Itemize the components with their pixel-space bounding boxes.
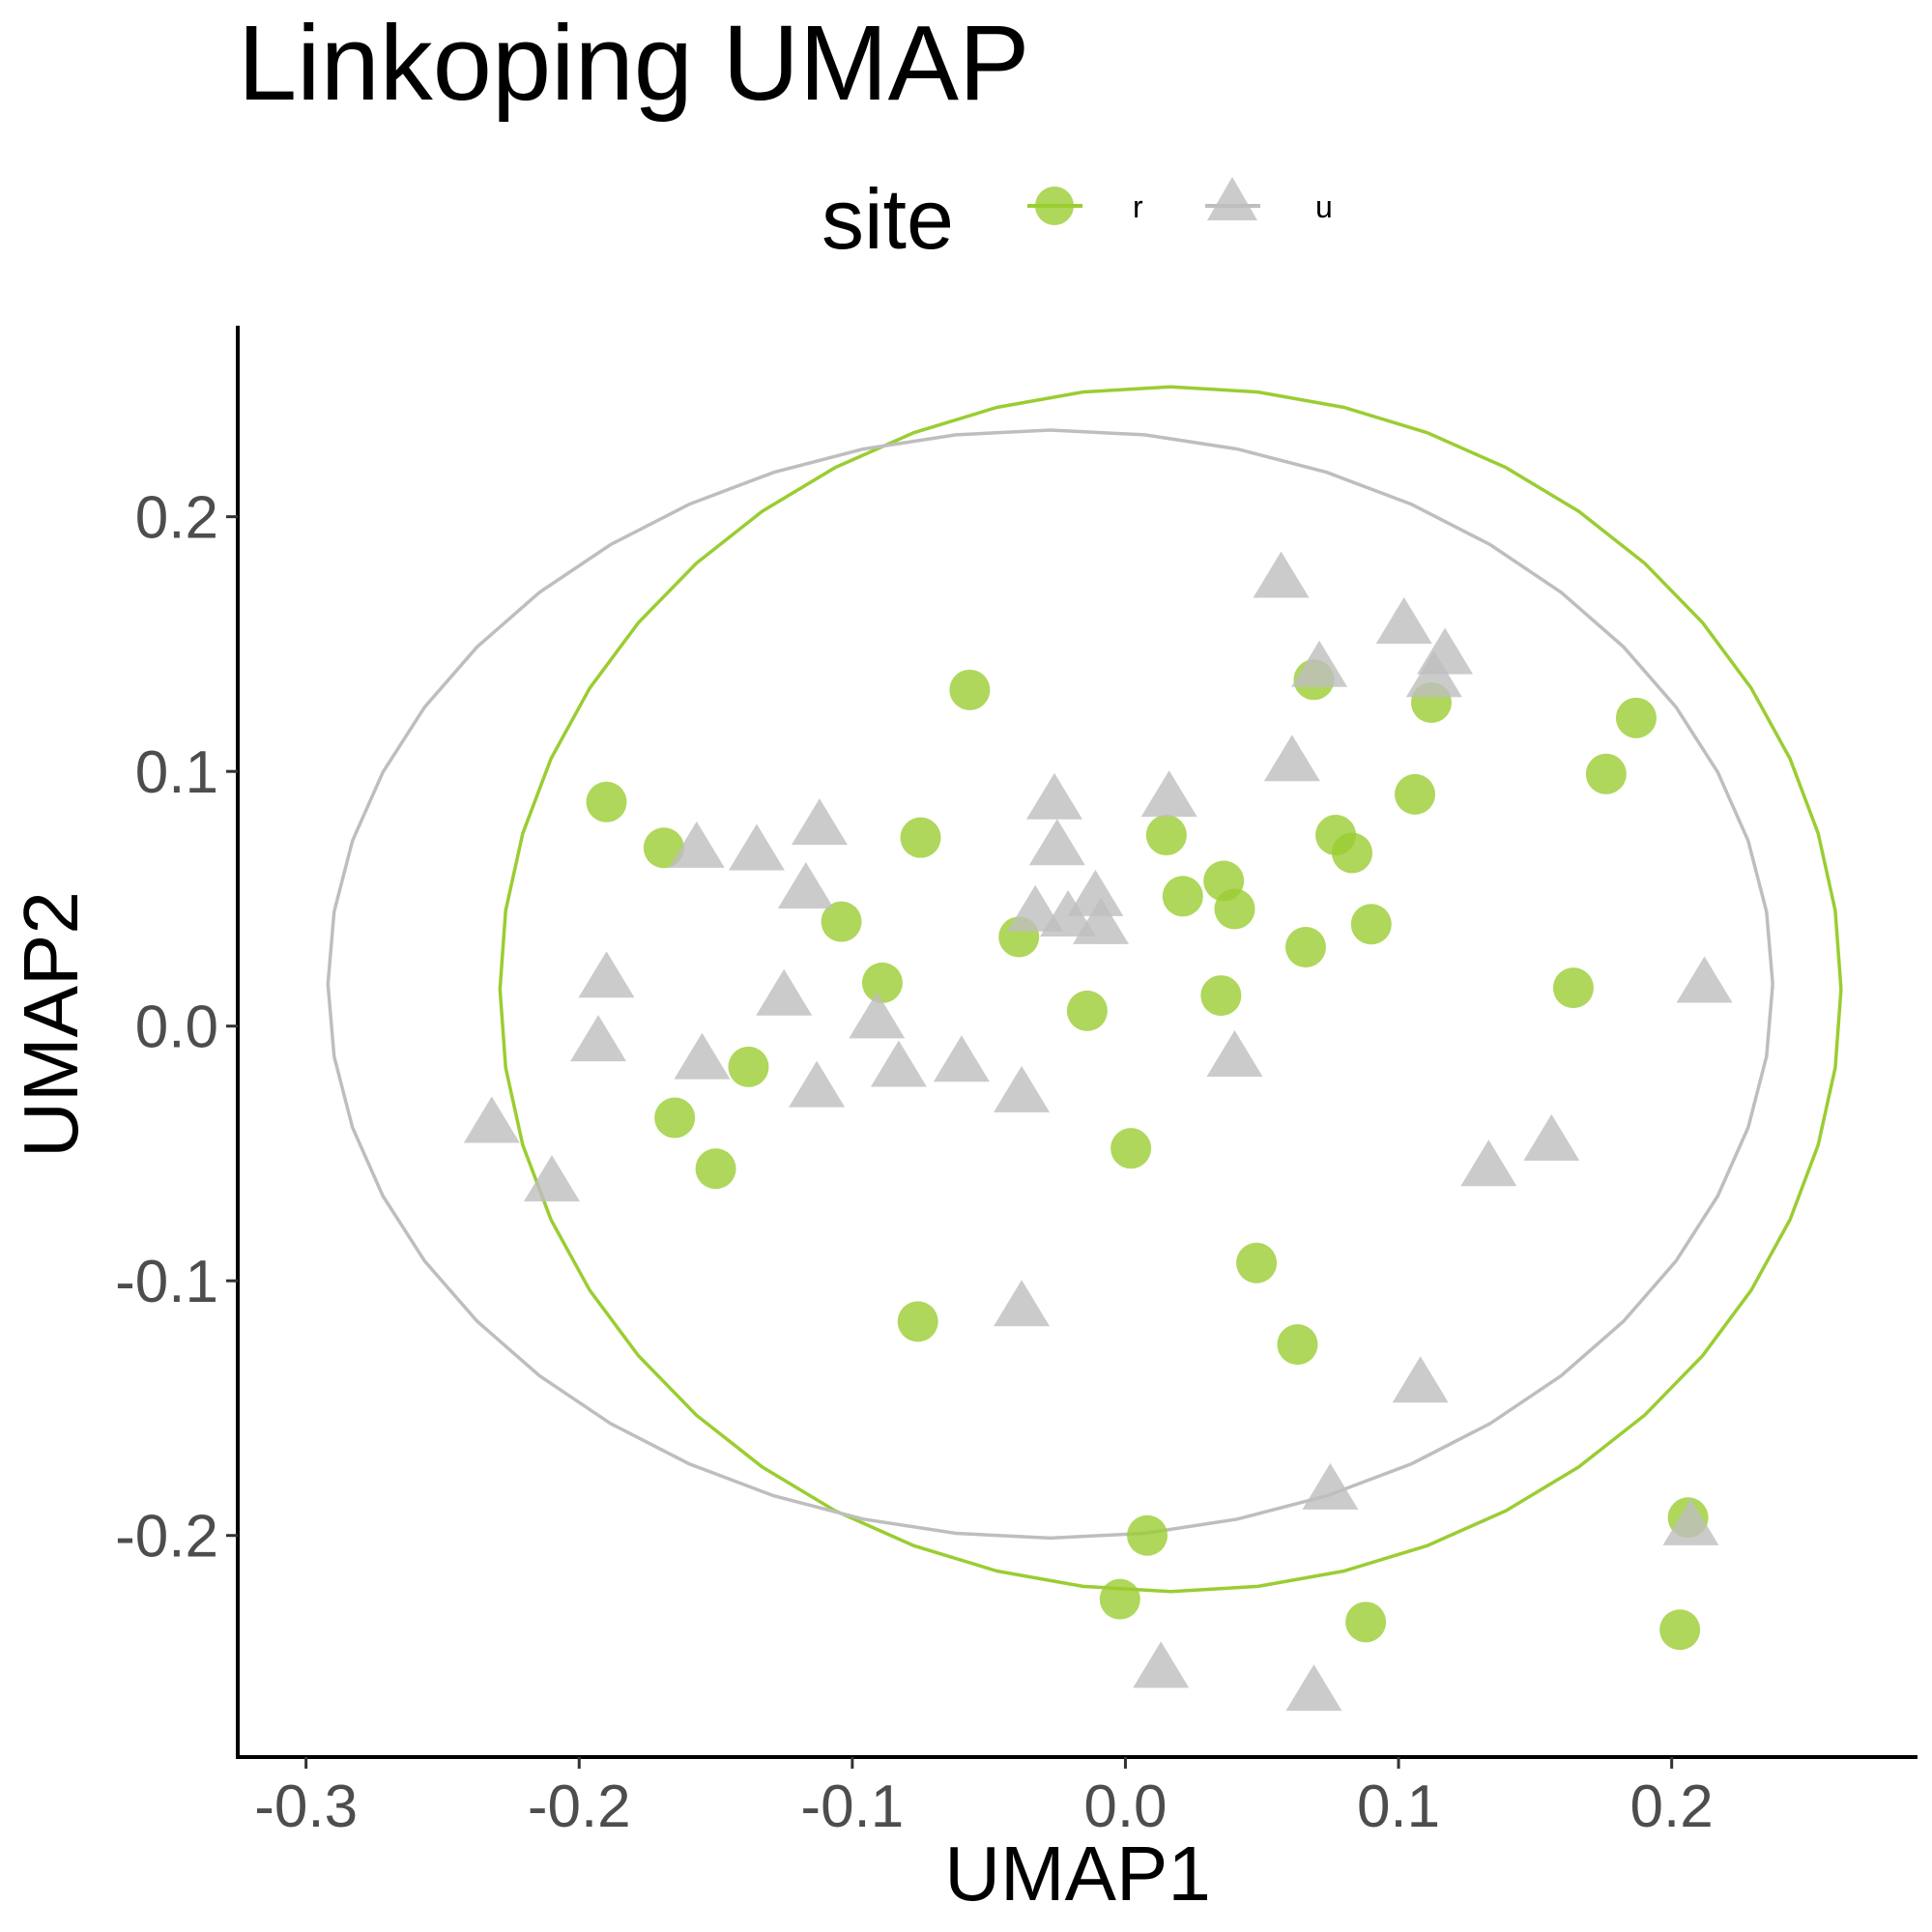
point-u [728,823,785,871]
point-r [900,817,941,858]
point-u [1073,897,1130,944]
point-u [849,992,906,1039]
x-tick-label: 0.1 [1357,1773,1440,1840]
point-r [1552,967,1594,1009]
axes [236,326,1918,1759]
ellipse-u [326,428,1774,1541]
point-u [570,1015,627,1062]
point-r [1615,697,1657,738]
point-r [586,781,627,822]
y-tick-label: 0.1 [135,739,218,806]
y-axis-ticks: -0.2 -0.1 0.0 0.1 0.2 [115,485,238,1571]
x-tick-label: -0.1 [800,1773,904,1840]
confidence-ellipses [326,385,1843,1594]
legend: site r u [822,171,1333,267]
legend-label-u: u [1315,189,1333,224]
point-u [1067,869,1124,916]
point-u [674,1032,731,1080]
point-u [1291,640,1348,687]
point-u [523,1155,580,1202]
point-u [1392,1356,1449,1403]
point-u [1263,735,1320,782]
y-axis-title: UMAP2 [8,891,94,1158]
point-r [821,901,862,942]
y-tick-label: -0.2 [115,1504,218,1571]
chart-title: Linkoping UMAP [238,4,1029,123]
point-u [668,821,725,868]
point-u [463,1096,520,1143]
point-r [1145,815,1187,856]
point-r [695,1148,736,1190]
point-r [1345,1601,1387,1643]
point-u [1133,1641,1190,1688]
point-r [1200,975,1242,1017]
point-u [1676,956,1733,1003]
point-r [1066,990,1108,1031]
point-r [1127,1514,1168,1556]
point-u [1007,884,1064,932]
data-points [463,551,1733,1712]
y-tick-label: 0.2 [135,485,218,552]
point-r [897,1301,938,1342]
point-r [1332,832,1373,874]
point-r [1099,1578,1140,1620]
point-u [1140,770,1197,818]
point-u [777,862,834,909]
point-u [1253,551,1310,598]
point-u [1375,596,1432,644]
x-axis-title: UMAP1 [944,1831,1211,1917]
point-u [789,1060,846,1108]
point-r [643,827,684,869]
x-tick-label: 0.0 [1083,1773,1167,1840]
point-u [578,951,635,998]
point-u [870,1040,927,1087]
point-u [1523,1113,1580,1161]
x-tick-label: -0.2 [528,1773,631,1840]
legend-circle-marker [1035,187,1074,225]
point-u [1460,1139,1517,1187]
point-u [791,798,848,846]
point-r [1110,1128,1152,1169]
point-u [994,1065,1051,1112]
legend-triangle-marker [1207,177,1257,220]
point-u [994,1280,1051,1327]
legend-label-r: r [1133,189,1143,224]
point-r [1395,773,1436,815]
ellipse-r [498,385,1843,1594]
y-tick-label: -0.1 [115,1249,218,1315]
legend-title: site [822,171,954,267]
legend-item-r: r [1027,187,1143,225]
x-tick-label: 0.2 [1630,1773,1714,1840]
point-r [1659,1609,1701,1651]
point-u [1302,1462,1359,1510]
point-u [1028,819,1085,866]
point-r [1585,753,1627,794]
point-u [933,1035,990,1082]
point-r [861,962,903,1003]
y-tick-label: 0.0 [135,995,218,1061]
point-r [949,669,991,710]
point-r [1284,926,1326,967]
point-u [1206,1029,1263,1077]
point-u [1040,890,1097,937]
x-axis-ticks: -0.3 -0.2 -0.1 0.0 0.1 0.2 [254,1757,1714,1840]
point-r [654,1097,696,1139]
point-u [756,968,813,1016]
point-u [1025,772,1082,820]
point-r [1214,888,1255,930]
point-u [1285,1664,1342,1712]
point-r [1236,1242,1278,1283]
point-r [1162,876,1203,917]
point-r [1350,904,1392,945]
x-tick-label: -0.3 [254,1773,358,1840]
point-u [1405,650,1462,698]
point-u [1662,1498,1719,1545]
point-r [1277,1324,1318,1366]
point-r [728,1046,769,1087]
legend-item-u: u [1205,177,1333,224]
